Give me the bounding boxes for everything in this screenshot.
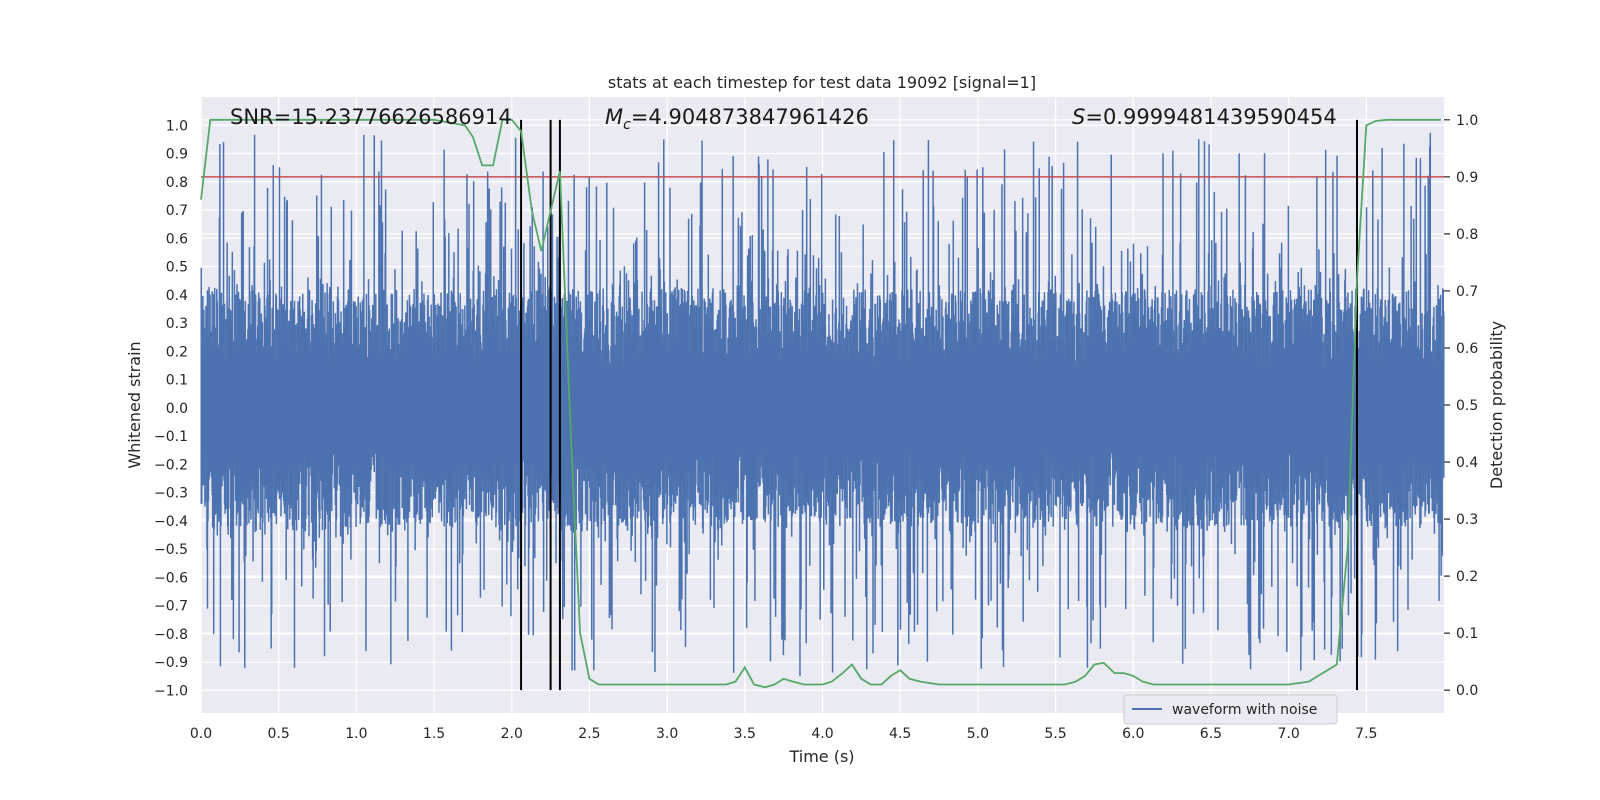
right-y-tick-labels: 0.0 0.1 0.2 0.3 0.4 0.5 0.6 0.7 0.8 0.9 1.0 [1456, 113, 1478, 699]
left-y-tick-label: 0.1 [166, 373, 188, 389]
significance-symbol: S [1072, 105, 1085, 129]
right-y-tick-label: 0.0 [1456, 683, 1478, 699]
detection-probability-series [200, 118, 1441, 689]
right-y-tick-label: 1.0 [1456, 113, 1478, 129]
chirp-mass-value: =4.904873847961426 [631, 105, 869, 129]
chirp-mass-subscript: c [623, 117, 631, 133]
left-y-tick-label: −0.3 [154, 486, 188, 502]
legend: waveform with noise [1123, 694, 1338, 725]
right-tick-marks [1444, 119, 1450, 691]
x-tick-label: 0.5 [268, 726, 290, 742]
left-y-tick-label: 0.2 [166, 344, 188, 360]
left-y-tick-label: 0.3 [166, 316, 188, 332]
chirp-mass-symbol: M [605, 105, 623, 129]
left-y-tick-label: −1.0 [154, 683, 188, 699]
x-axis-label: Time (s) [788, 747, 854, 766]
right-y-tick-label: 0.3 [1456, 512, 1478, 528]
right-y-tick-label: 0.2 [1456, 569, 1478, 585]
left-y-tick-label: 0.7 [166, 203, 188, 219]
left-y-tick-label: 0.0 [166, 401, 188, 417]
left-y-tick-label: 0.6 [166, 231, 188, 247]
right-y-tick-label: 0.9 [1456, 170, 1478, 186]
right-y-tick-label: 0.8 [1456, 227, 1478, 243]
left-y-tick-label: −0.9 [154, 655, 188, 671]
left-y-tick-label: 0.5 [166, 260, 188, 276]
x-tick-label: 7.0 [1277, 726, 1299, 742]
x-tick-label: 1.0 [345, 726, 367, 742]
x-tick-label: 4.0 [811, 726, 833, 742]
right-y-tick-label: 0.4 [1456, 455, 1478, 471]
left-y-tick-label: −0.1 [154, 429, 188, 445]
x-tick-label: 3.5 [734, 726, 756, 742]
left-y-tick-label: −0.6 [154, 570, 188, 586]
left-y-tick-label: −0.5 [154, 542, 188, 558]
y-axis-label-left: Whitened strain [125, 341, 144, 468]
left-y-tick-label: 0.9 [166, 147, 188, 163]
x-tick-label: 2.0 [501, 726, 523, 742]
right-y-tick-label: 0.7 [1456, 284, 1478, 300]
vertical-markers [520, 119, 1358, 691]
x-tick-label: 2.5 [578, 726, 600, 742]
snr-annotation: SNR=15.23776626586914 [230, 105, 512, 129]
waveform-series [200, 132, 1445, 676]
left-y-tick-label: −0.2 [154, 457, 188, 473]
left-y-tick-label: 1.0 [166, 118, 188, 134]
x-tick-label: 6.0 [1122, 726, 1144, 742]
left-y-tick-label: −0.8 [154, 627, 188, 643]
x-tick-label: 5.5 [1044, 726, 1066, 742]
left-y-tick-labels: −1.0 −0.9 −0.8 −0.7 −0.6 −0.5 −0.4 −0.3 −0.2 −0.1… [154, 118, 188, 699]
right-y-tick-label: 0.5 [1456, 398, 1478, 414]
left-y-tick-label: 0.8 [166, 175, 188, 191]
significance-value: =0.9999481439590454 [1085, 105, 1336, 129]
legend-label: waveform with noise [1172, 702, 1317, 718]
x-tick-label: 6.5 [1200, 726, 1222, 742]
x-tick-label: 0.0 [190, 726, 212, 742]
x-tick-label: 7.5 [1355, 726, 1377, 742]
left-y-tick-label: −0.7 [154, 599, 188, 615]
chart-title: stats at each timestep for test data 190… [608, 73, 1036, 92]
y-axis-label-right: Detection probability [1487, 321, 1506, 489]
legend-box [1123, 694, 1338, 725]
chirp-mass-annotation: Mc=4.904873847961426 [605, 105, 869, 133]
left-y-tick-label: 0.4 [166, 288, 188, 304]
x-tick-label: 3.0 [656, 726, 678, 742]
x-tick-labels: 0.0 0.5 1.0 1.5 2.0 2.5 3.0 3.5 4.0 4.5 5.0 5.5 6.0 6… [190, 726, 1378, 742]
x-tick-label: 1.5 [423, 726, 445, 742]
right-y-tick-label: 0.6 [1456, 341, 1478, 357]
significance-annotation: S=0.9999481439590454 [1072, 105, 1337, 129]
right-y-tick-label: 0.1 [1456, 626, 1478, 642]
left-y-tick-label: −0.4 [154, 514, 188, 530]
x-tick-label: 5.0 [967, 726, 989, 742]
x-tick-label: 4.5 [889, 726, 911, 742]
